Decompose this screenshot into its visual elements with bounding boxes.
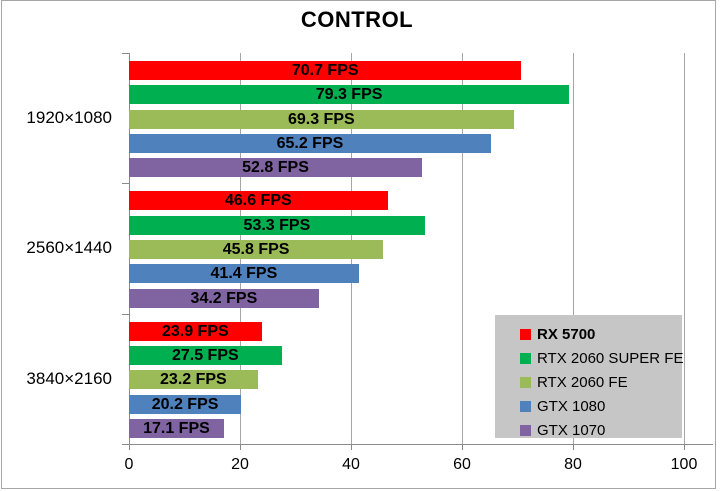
bar-value-label: 27.5 FPS xyxy=(171,346,239,364)
bar xyxy=(129,239,384,259)
bar xyxy=(129,370,258,390)
legend-swatch-icon xyxy=(520,400,531,412)
bar xyxy=(129,321,262,341)
legend-swatch-icon xyxy=(520,376,531,388)
legend-label: RX 5700 xyxy=(537,325,596,343)
legend-swatch-icon xyxy=(520,424,531,436)
category-axis-tick xyxy=(122,313,129,315)
bar-value-label: 20.2 FPS xyxy=(151,395,219,413)
bar xyxy=(129,133,491,153)
value-axis-tick xyxy=(351,444,352,450)
value-axis-label: 40 xyxy=(342,456,360,473)
bar-value-label: 69.3 FPS xyxy=(287,110,355,128)
legend-label: RTX 2060 FE xyxy=(537,373,628,391)
bar-value-label: 70.7 FPS xyxy=(291,62,359,79)
value-axis-label: 80 xyxy=(564,456,582,473)
value-axis-tick xyxy=(573,444,574,450)
category-axis-tick xyxy=(122,183,129,185)
bar-value-label: 65.2 FPS xyxy=(276,134,344,152)
bar-value-label: 23.9 FPS xyxy=(161,322,229,340)
legend-label: GTX 1070 xyxy=(537,421,606,439)
bar-value-label: 17.1 FPS xyxy=(143,419,210,437)
bar-value-label: 23.2 FPS xyxy=(160,371,227,389)
legend-item: RTX 2060 FE xyxy=(495,370,682,394)
bar-value-label: 53.3 FPS xyxy=(243,216,311,234)
bar xyxy=(129,394,242,414)
legend: RX 5700 RTX 2060 SUPER FE RTX 2060 FE GTX 1… xyxy=(495,315,684,439)
bar xyxy=(129,191,388,211)
category-axis-tick xyxy=(122,444,129,445)
legend-item: RTX 2060 SUPER FE xyxy=(495,346,684,370)
category-label: 3840×2160 xyxy=(26,368,112,388)
bar xyxy=(129,61,522,80)
value-axis-label: 60 xyxy=(453,456,471,473)
bar xyxy=(129,85,570,105)
bar xyxy=(129,418,224,438)
legend-item: RX 5700 xyxy=(495,322,682,346)
bar-value-label: 52.8 FPS xyxy=(242,159,309,177)
value-axis-tick xyxy=(462,444,463,450)
legend-item: GTX 1080 xyxy=(495,394,682,418)
legend-item: GTX 1070 xyxy=(495,418,682,442)
legend-label: RTX 2060 SUPER FE xyxy=(537,349,684,367)
value-axis-tick xyxy=(684,444,685,450)
bar-value-label: 34.2 FPS xyxy=(190,289,258,307)
bar xyxy=(129,264,359,284)
bar-value-label: 79.3 FPS xyxy=(315,86,383,104)
value-axis-tick xyxy=(240,444,241,450)
value-axis-tick xyxy=(129,444,130,450)
value-axis xyxy=(129,444,713,445)
chart-title: CONTROL xyxy=(300,7,414,32)
bar xyxy=(129,109,514,129)
category-label: 1920×1080 xyxy=(26,108,112,128)
value-axis-label: 0 xyxy=(124,456,134,473)
category-axis-tick xyxy=(122,53,129,54)
category-label: 2560×1440 xyxy=(26,238,112,258)
legend-swatch-icon xyxy=(520,352,531,364)
bar xyxy=(129,158,423,178)
bar xyxy=(129,215,425,235)
bar xyxy=(129,288,319,308)
value-axis-label: 20 xyxy=(231,456,249,473)
bar-value-label: 45.8 FPS xyxy=(222,240,290,258)
legend-label: GTX 1080 xyxy=(537,397,606,415)
legend-swatch-icon xyxy=(520,328,531,340)
bar-value-label: 46.6 FPS xyxy=(224,192,292,210)
bar xyxy=(129,345,282,365)
gridline xyxy=(573,53,574,444)
gridline xyxy=(684,53,685,444)
gridline xyxy=(462,53,463,444)
bar-value-label: 41.4 FPS xyxy=(210,265,278,283)
value-axis-label: 100 xyxy=(670,456,698,473)
